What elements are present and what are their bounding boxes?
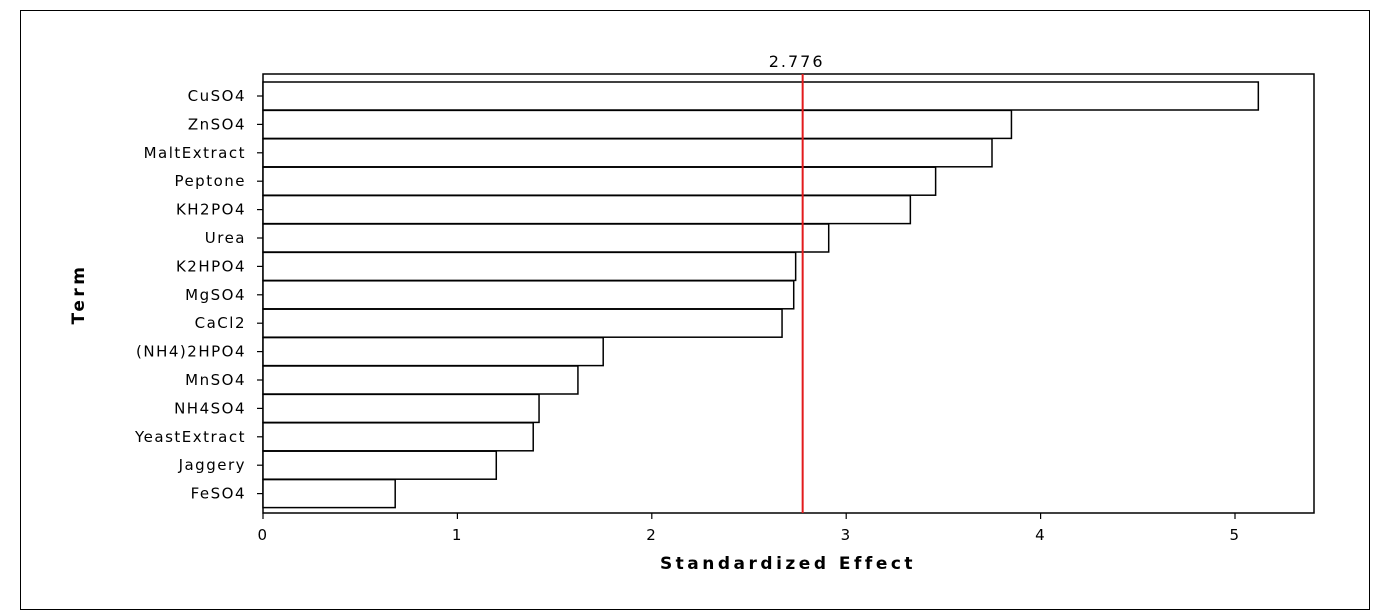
bar [262, 450, 498, 480]
bar [262, 109, 1013, 140]
y-ticks [257, 95, 263, 495]
y-tick-label: KH2PO4 [176, 201, 246, 219]
y-tick-label: MnSO4 [185, 371, 246, 389]
y-tick-label: YeastExtract [134, 428, 246, 446]
bars-group [262, 81, 1260, 509]
bar [262, 336, 604, 367]
bar [262, 422, 534, 452]
bar [262, 478, 396, 509]
x-tick-label: 2 [646, 526, 657, 544]
bar [262, 194, 912, 225]
y-tick-label: CuSO4 [188, 87, 246, 105]
bar [262, 81, 1260, 111]
x-tick-label: 1 [452, 526, 463, 544]
x-tick-label: 3 [841, 526, 852, 544]
bar [262, 223, 830, 253]
x-tick-label: 0 [257, 526, 268, 544]
bar [262, 393, 540, 424]
y-tick-labels: CuSO4 ZnSO4 MaltExtract Peptone KH2PO4 Urea K2… [134, 87, 246, 503]
bar [262, 166, 937, 196]
y-tick-label: MaltExtract [144, 144, 246, 162]
x-ticks: 0 1 2 3 4 5 [257, 513, 1240, 544]
y-axis-title: Term [69, 264, 89, 325]
y-tick-label: MgSO4 [185, 286, 246, 304]
pareto-chart: CuSO4 ZnSO4 MaltExtract Peptone KH2PO4 Urea K2… [69, 52, 1315, 574]
bar [262, 138, 993, 168]
y-tick-label: (NH4)2HPO4 [136, 343, 246, 361]
x-axis-title: Standardized Effect [660, 554, 916, 574]
bar [262, 365, 579, 395]
y-tick-label: NH4SO4 [174, 399, 246, 417]
bar [262, 308, 783, 338]
y-tick-label: Jaggery [178, 456, 246, 474]
y-tick-label: CaCl2 [195, 314, 246, 332]
reference-line-label: 2.776 [769, 52, 825, 71]
y-tick-label: Peptone [174, 172, 246, 190]
y-tick-label: Urea [205, 229, 246, 247]
bar [262, 280, 795, 310]
y-tick-label: K2HPO4 [176, 257, 246, 275]
y-tick-label: ZnSO4 [188, 115, 246, 133]
x-tick-label: 5 [1229, 526, 1240, 544]
bar [262, 251, 797, 282]
y-tick-label: FeSO4 [191, 485, 246, 503]
x-tick-label: 4 [1035, 526, 1046, 544]
